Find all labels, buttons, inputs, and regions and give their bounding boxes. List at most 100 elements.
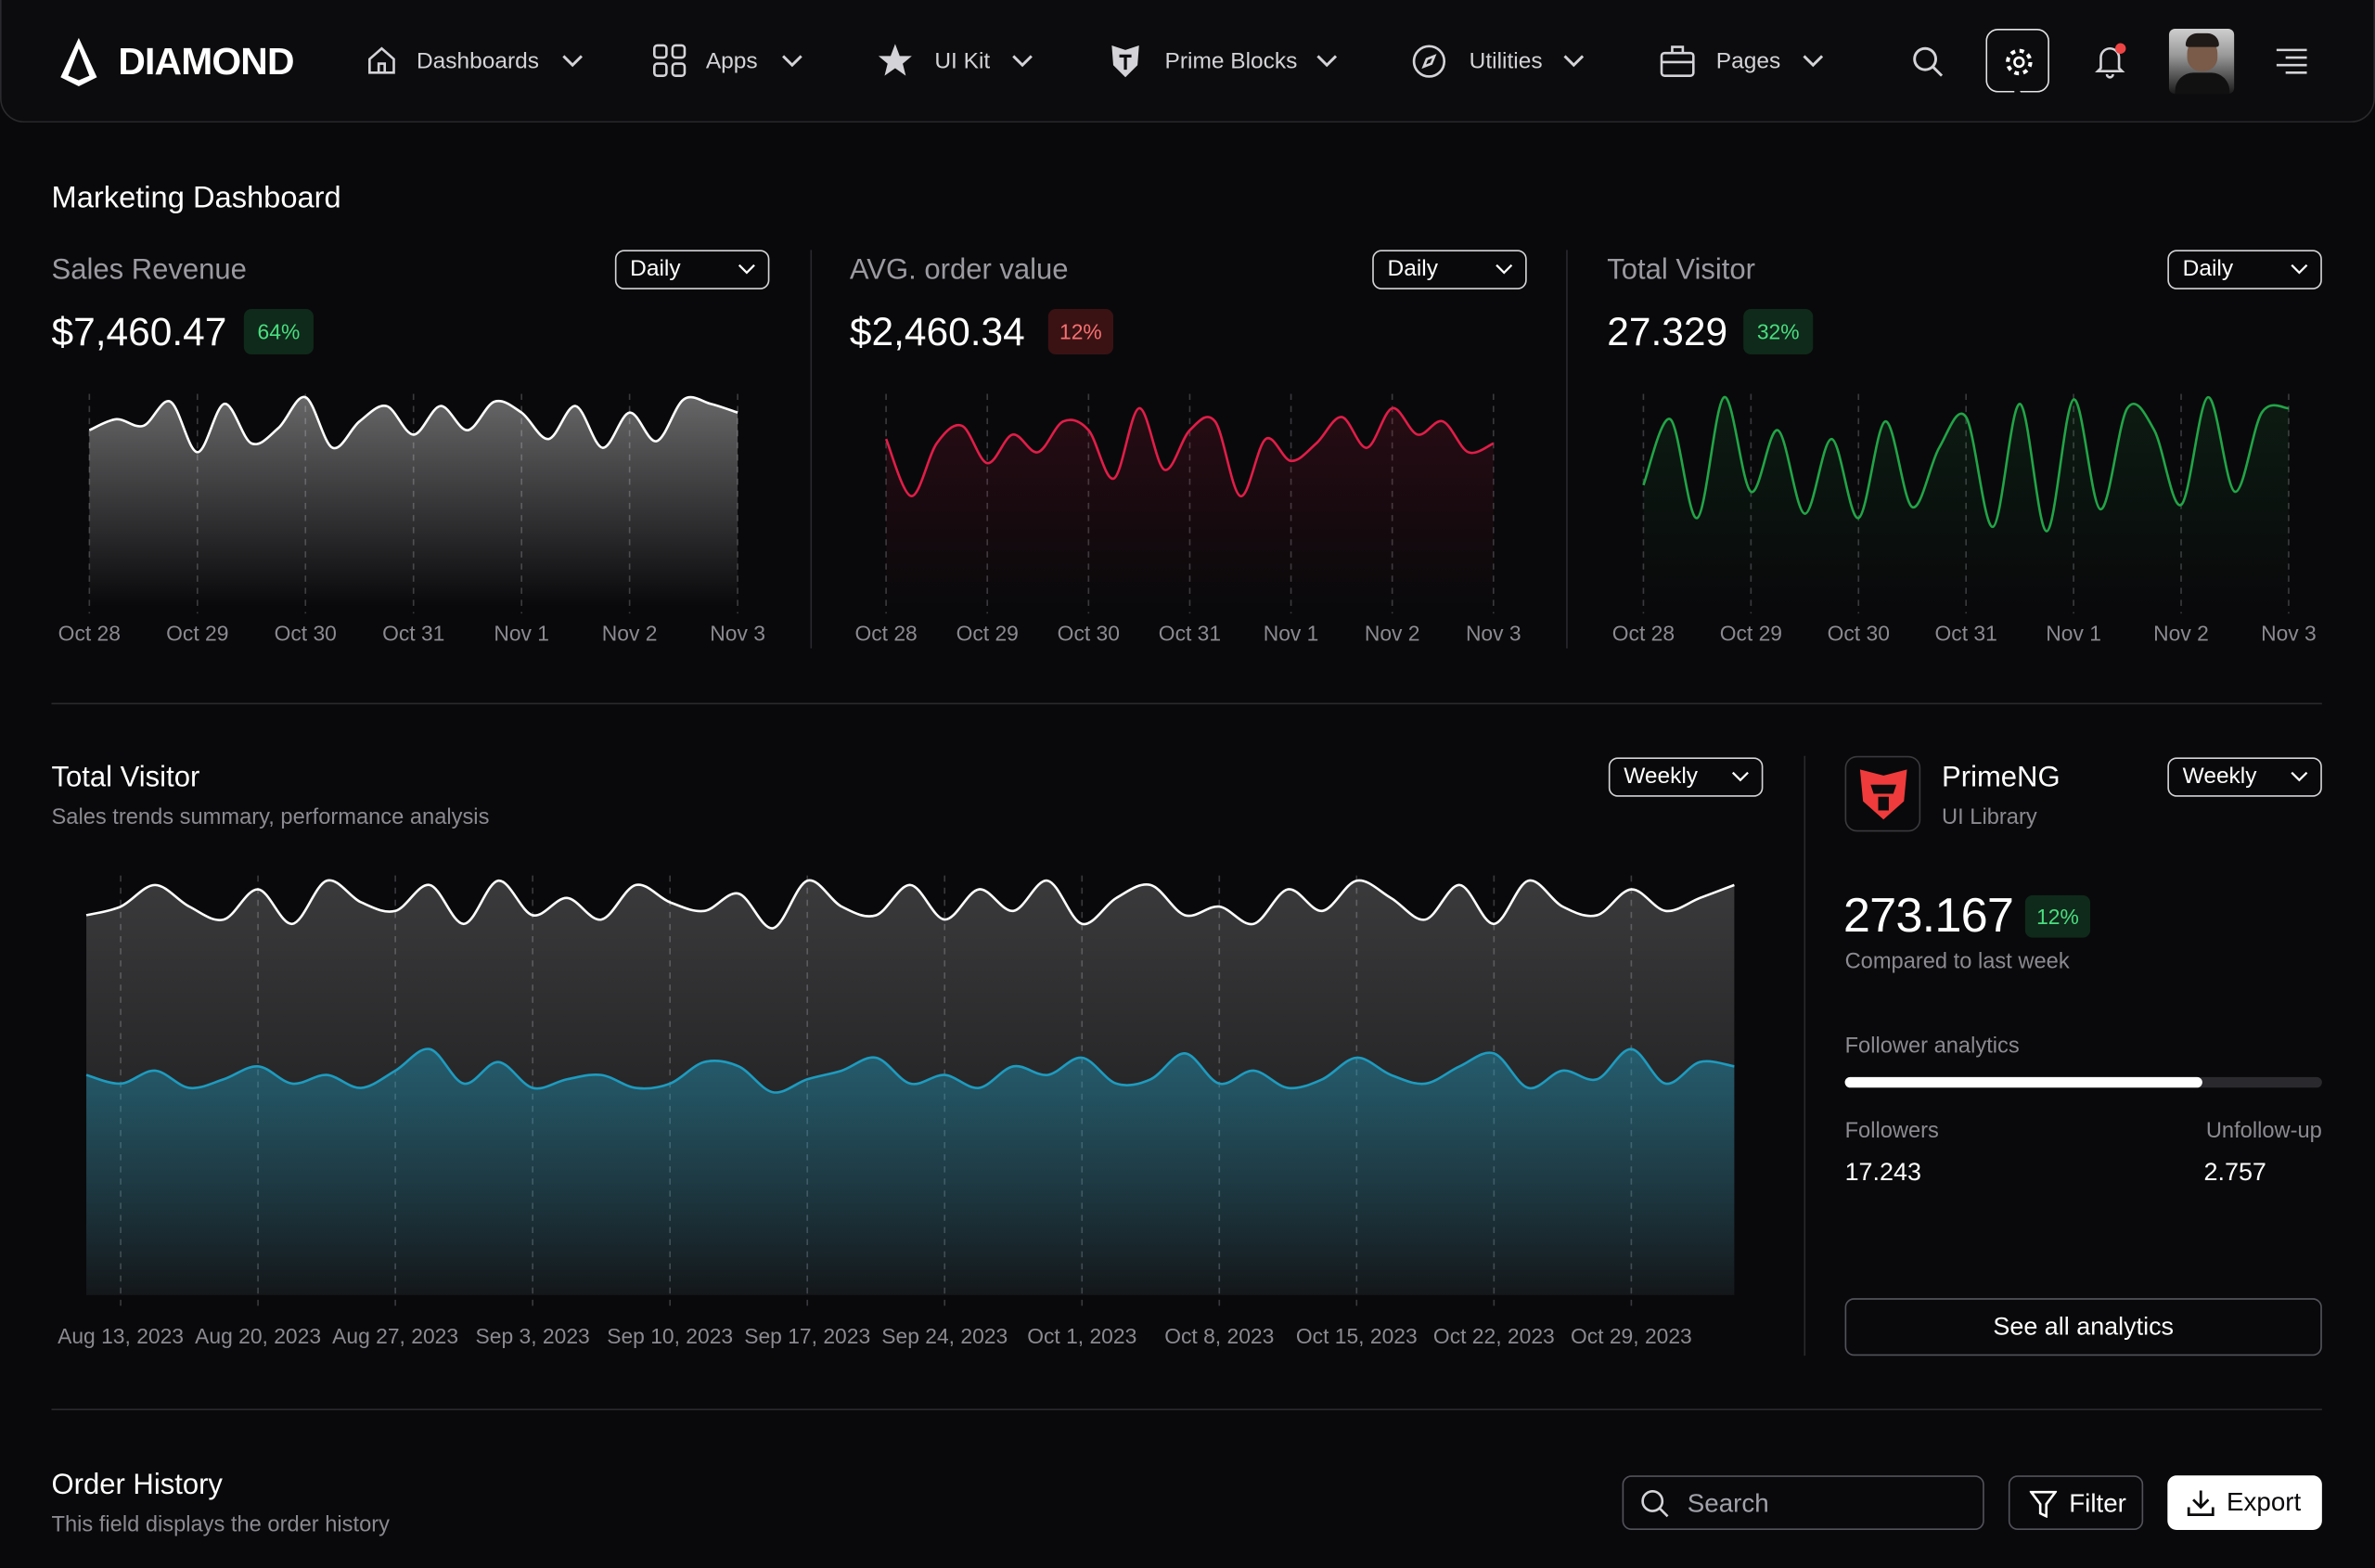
nav-item[interactable]: UI Kit bbox=[934, 48, 991, 74]
stat-value: 17.243 bbox=[1844, 1158, 1921, 1187]
dropdown-label: Weekly bbox=[2182, 763, 2257, 790]
chevron bbox=[1012, 55, 1033, 68]
library-value: 273.167 bbox=[1842, 887, 2014, 943]
x-tick-label: Oct 28 bbox=[58, 622, 121, 646]
icon-briefcase bbox=[1660, 45, 1695, 77]
line bbox=[884, 406, 1495, 498]
separator bbox=[51, 1408, 2322, 1410]
x-tick-label: Nov 2 bbox=[2153, 622, 2209, 646]
avatar[interactable] bbox=[2168, 29, 2235, 95]
x-tick-label: Sep 3, 2023 bbox=[476, 1324, 590, 1348]
card-badge: 12% bbox=[1047, 309, 1113, 355]
line bbox=[85, 1047, 1735, 1094]
filter-icon bbox=[2029, 1490, 2058, 1518]
nav-item[interactable]: Dashboards bbox=[416, 48, 540, 74]
library-name: PrimeNG bbox=[1942, 762, 2060, 794]
x-tick-label: Nov 1 bbox=[1264, 622, 1319, 646]
icon-home bbox=[368, 46, 395, 74]
notifications-button[interactable] bbox=[2093, 41, 2129, 80]
x-tick-label: Oct 31 bbox=[1935, 622, 1997, 646]
search-input[interactable]: Search bbox=[1622, 1475, 1984, 1530]
x-tick-label: Oct 29, 2023 bbox=[1571, 1324, 1692, 1348]
section-subtitle: Sales trends summary, performance analys… bbox=[51, 805, 490, 830]
dropdown-label: Daily bbox=[630, 255, 681, 282]
area-fill bbox=[89, 396, 738, 607]
filter-label: Filter bbox=[2069, 1488, 2126, 1518]
x-tick-label: Oct 22, 2023 bbox=[1433, 1324, 1555, 1348]
x-tick-label: Oct 1, 2023 bbox=[1027, 1324, 1136, 1348]
period-dropdown[interactable]: Daily bbox=[614, 250, 770, 289]
chevron bbox=[738, 263, 755, 275]
x-tick-label: Oct 29 bbox=[166, 622, 228, 646]
brand: DIAMOND bbox=[118, 41, 294, 84]
x-tick-label: Nov 1 bbox=[2046, 622, 2101, 646]
navbar: DIAMOND Dashboards Apps UI Kit Prime Blo… bbox=[0, 0, 2375, 123]
period-dropdown[interactable]: Daily bbox=[2167, 250, 2322, 289]
card-title: AVG. order value bbox=[849, 254, 1069, 287]
chevron bbox=[2291, 263, 2308, 275]
divider bbox=[1566, 250, 1568, 649]
x-tick-label: Oct 30 bbox=[275, 622, 337, 646]
period-dropdown[interactable]: Daily bbox=[1372, 250, 1527, 289]
stat-label: Followers bbox=[1844, 1119, 1939, 1144]
search-icon bbox=[1641, 1490, 1669, 1518]
x-tick-label: Oct 30 bbox=[1058, 622, 1120, 646]
progress-label: Follower analytics bbox=[1844, 1035, 2020, 1060]
x-tick-label: Oct 15, 2023 bbox=[1296, 1324, 1418, 1348]
line bbox=[1642, 395, 2290, 533]
nav-item[interactable]: Pages bbox=[1715, 48, 1781, 74]
page-title: Marketing Dashboard bbox=[51, 181, 341, 215]
progress-fill bbox=[1844, 1076, 2203, 1088]
chevron bbox=[782, 55, 802, 68]
x-tick-label: Sep 24, 2023 bbox=[881, 1324, 1008, 1348]
chevron bbox=[1563, 55, 1585, 68]
see-all-button[interactable]: See all analytics bbox=[1844, 1298, 2322, 1356]
period-dropdown[interactable]: Weekly bbox=[2167, 757, 2322, 797]
card-badge: 64% bbox=[243, 309, 314, 355]
section-title: Total Visitor bbox=[51, 762, 200, 794]
x-tick-label: Oct 30 bbox=[1828, 622, 1890, 646]
x-tick-label: Oct 8, 2023 bbox=[1164, 1324, 1274, 1348]
nav-item[interactable]: Utilities bbox=[1469, 48, 1543, 74]
icon-prime bbox=[1111, 45, 1139, 78]
library-subtitle: UI Library bbox=[1942, 805, 2037, 830]
x-tick-label: Oct 29 bbox=[1720, 622, 1782, 646]
area-fill bbox=[86, 1048, 1735, 1295]
logo bbox=[60, 37, 97, 87]
export-button[interactable]: Export bbox=[2167, 1475, 2322, 1530]
x-tick-label: Nov 2 bbox=[602, 622, 658, 646]
line bbox=[88, 395, 738, 454]
x-tick-label: Aug 20, 2023 bbox=[195, 1324, 321, 1348]
chevron bbox=[2291, 771, 2308, 782]
divider bbox=[810, 250, 813, 649]
nav-item[interactable]: Apps bbox=[705, 48, 758, 74]
x-tick-label: Oct 31 bbox=[382, 622, 444, 646]
period-dropdown[interactable]: Weekly bbox=[1608, 757, 1764, 797]
menu-button[interactable] bbox=[2275, 47, 2308, 74]
separator bbox=[51, 702, 2322, 705]
nav-item[interactable]: Prime Blocks bbox=[1164, 48, 1298, 74]
icon-star bbox=[878, 44, 912, 76]
filter-button[interactable]: Filter bbox=[2008, 1475, 2144, 1530]
chevron bbox=[1316, 55, 1338, 68]
x-tick-label: Sep 10, 2023 bbox=[607, 1324, 733, 1348]
x-tick-label: Aug 13, 2023 bbox=[58, 1324, 184, 1348]
x-tick-label: Aug 27, 2023 bbox=[332, 1324, 458, 1348]
progress-track bbox=[1844, 1076, 2322, 1088]
stat-label: Unfollow-up bbox=[2205, 1119, 2322, 1144]
dropdown-label: Daily bbox=[2182, 255, 2234, 282]
logo-mark bbox=[1859, 769, 1907, 820]
chevron bbox=[1731, 771, 1749, 782]
icon-apps bbox=[652, 44, 687, 77]
export-label: Export bbox=[2226, 1487, 2302, 1517]
x-tick-label: Nov 3 bbox=[1466, 622, 1521, 646]
search-button[interactable] bbox=[1911, 45, 1945, 79]
x-tick-label: Oct 29 bbox=[956, 622, 1019, 646]
library-badge: 12% bbox=[2024, 894, 2091, 938]
divider bbox=[1804, 755, 1806, 1356]
settings-button[interactable] bbox=[2002, 45, 2035, 79]
orders-title: Order History bbox=[51, 1469, 223, 1501]
x-tick-label: Oct 31 bbox=[1159, 622, 1221, 646]
x-tick-label: Nov 1 bbox=[494, 622, 549, 646]
